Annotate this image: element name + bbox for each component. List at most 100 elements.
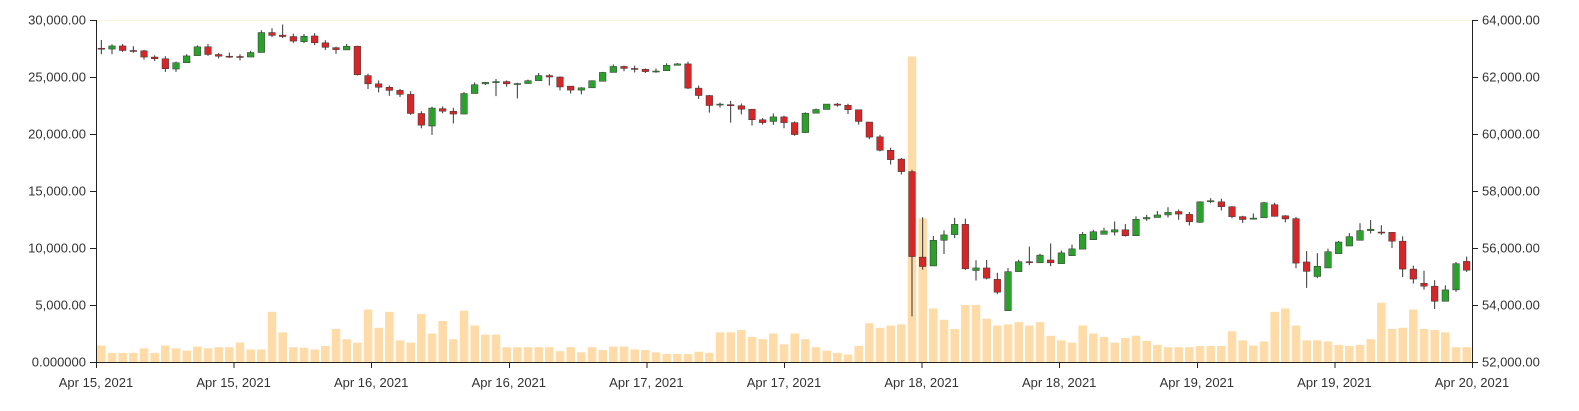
candle-body xyxy=(993,279,1001,293)
candle xyxy=(908,169,916,317)
candle xyxy=(641,68,649,74)
volume-bar xyxy=(214,347,223,362)
candle xyxy=(705,94,713,113)
candle xyxy=(1463,256,1471,272)
candle xyxy=(300,33,308,44)
candle-body xyxy=(908,171,916,257)
volume-bar xyxy=(833,352,842,362)
volume-bar xyxy=(1249,345,1258,362)
candle xyxy=(524,79,532,84)
volume-bar xyxy=(822,350,831,362)
candle-body xyxy=(1047,259,1055,264)
candle-body xyxy=(1068,248,1076,256)
volume-bar xyxy=(577,352,586,362)
candle-body xyxy=(385,87,393,91)
candle-body xyxy=(961,224,969,270)
left-axis-tick-label: 10,000.00 xyxy=(28,241,86,256)
candle xyxy=(1121,224,1129,237)
volume-bar xyxy=(1110,342,1119,362)
candle xyxy=(279,24,287,38)
candle-body xyxy=(1388,232,1396,242)
candle-body xyxy=(172,62,180,70)
candle xyxy=(823,103,831,110)
candle xyxy=(1047,243,1055,267)
x-axis-tick-label: Apr 15, 2021 xyxy=(59,375,133,390)
candle xyxy=(353,45,361,76)
candle xyxy=(684,61,692,89)
candle xyxy=(1057,250,1065,264)
candle xyxy=(1409,265,1417,284)
candle-body xyxy=(609,66,617,73)
candle xyxy=(1015,259,1023,272)
volume-bar xyxy=(929,308,938,362)
candle-body xyxy=(759,119,767,123)
candle-body xyxy=(1100,230,1108,235)
volume-bar xyxy=(1003,324,1013,362)
candle xyxy=(535,73,543,81)
left-axis-tick-label: 25,000.00 xyxy=(28,70,86,85)
candle xyxy=(631,65,639,73)
candle xyxy=(375,80,383,93)
volume-bar xyxy=(1121,338,1130,362)
candle-body xyxy=(791,122,799,135)
volume-bar xyxy=(1334,344,1343,362)
volume-bar xyxy=(1313,340,1322,362)
candle xyxy=(119,43,127,52)
volume-bar xyxy=(161,345,170,362)
candle xyxy=(1420,270,1428,290)
candle xyxy=(1111,221,1119,236)
candle-body xyxy=(1441,289,1449,302)
volume-bar xyxy=(726,332,735,362)
volume-bar xyxy=(353,342,362,362)
candle-body xyxy=(812,109,820,114)
volume-bar xyxy=(150,352,159,362)
candle-body xyxy=(353,45,361,75)
left-axis-tick-label: 20,000.00 xyxy=(28,127,86,142)
candle xyxy=(1185,212,1193,226)
volume-bar xyxy=(310,349,319,362)
candle xyxy=(556,76,564,91)
candle xyxy=(1399,236,1407,278)
candle-body xyxy=(929,240,937,267)
candle-body xyxy=(769,116,777,122)
candle-body xyxy=(289,36,297,42)
candle-body xyxy=(321,42,329,48)
candle-body xyxy=(1217,201,1225,207)
volume-bar xyxy=(865,323,874,362)
candle xyxy=(321,40,329,50)
x-axis-tick-label: Apr 16, 2021 xyxy=(472,375,546,390)
candle xyxy=(663,63,671,71)
chart-axes: 0.000000 5,000.00 10,000.00 15,000.00 20,000… xyxy=(28,13,1540,391)
candle-body xyxy=(225,55,233,58)
candle-body xyxy=(673,63,681,66)
volume-bar xyxy=(203,348,213,362)
candle-body xyxy=(396,90,404,95)
candle-body xyxy=(972,267,980,271)
candle xyxy=(1388,232,1396,248)
volume-bar xyxy=(886,325,895,362)
candle-body xyxy=(1431,285,1439,302)
candle-body xyxy=(97,47,105,50)
candle-body xyxy=(1153,214,1161,218)
candle xyxy=(1292,216,1300,269)
volume-bar xyxy=(246,349,255,362)
volume-bar xyxy=(491,334,501,362)
candle xyxy=(599,71,607,82)
left-axis-tick-label: 0.000000 xyxy=(32,355,86,370)
volume-bar xyxy=(513,347,522,362)
volume-bar xyxy=(993,325,1002,362)
candle xyxy=(481,81,489,85)
candle xyxy=(855,109,863,125)
volume-bar xyxy=(587,347,597,362)
right-axis-tick-label: 56,000.00 xyxy=(1482,241,1540,256)
candle-body xyxy=(1121,229,1129,236)
candle-body xyxy=(311,35,319,44)
candle xyxy=(385,85,393,96)
volume-bar xyxy=(971,305,981,362)
volume-bar xyxy=(1163,347,1173,362)
candle xyxy=(1271,202,1279,217)
volume-bar xyxy=(982,318,991,362)
candle xyxy=(1079,232,1087,250)
candle xyxy=(1249,213,1257,220)
volume-bar xyxy=(171,348,181,362)
